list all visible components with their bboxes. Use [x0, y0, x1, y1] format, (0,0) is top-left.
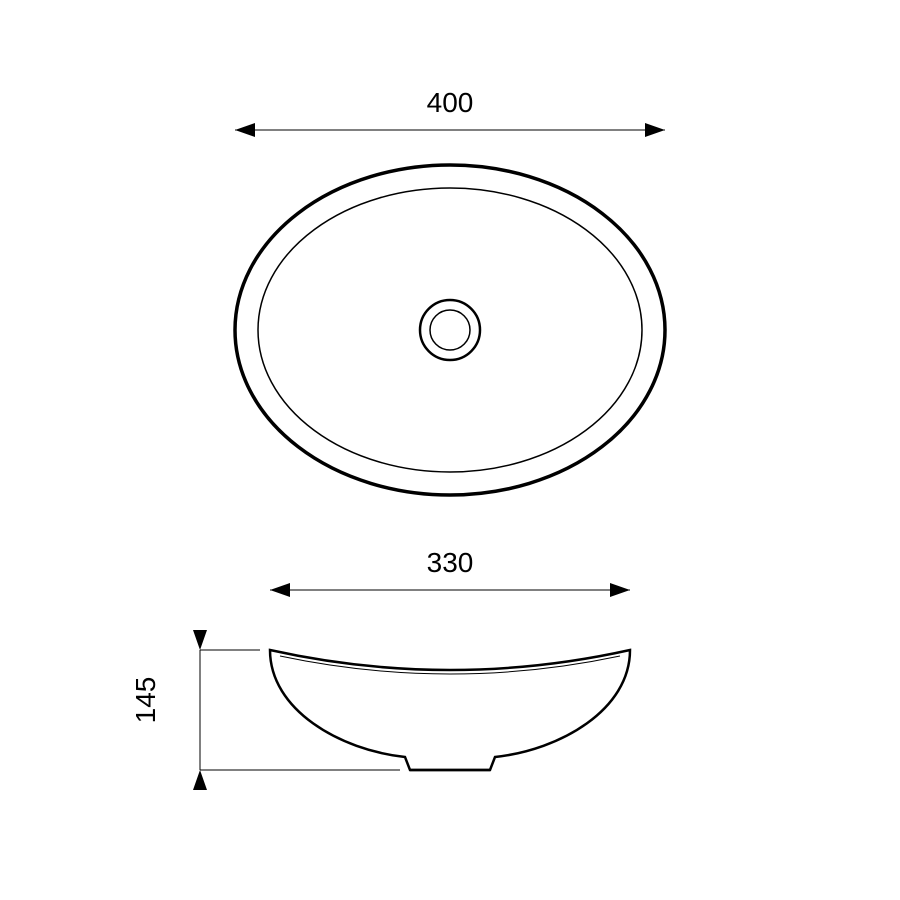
dimension-label-330: 330 — [427, 547, 474, 578]
top-view — [235, 165, 665, 495]
top-view-inner-rim — [258, 188, 642, 472]
arrow-down-icon — [193, 770, 207, 790]
side-view-outer-profile — [270, 650, 630, 770]
side-view — [270, 650, 630, 770]
technical-drawing: 400 330 145 — [0, 0, 900, 900]
arrow-right-icon — [645, 123, 665, 137]
top-view-drain-outer — [420, 300, 480, 360]
top-view-drain-inner — [430, 310, 470, 350]
dimension-label-145: 145 — [130, 677, 161, 724]
arrow-left-icon — [270, 583, 290, 597]
dimension-width-400: 400 — [235, 87, 665, 137]
dimension-height-145: 145 — [130, 630, 400, 790]
side-view-inner-rim — [280, 656, 620, 674]
arrow-up-icon — [193, 630, 207, 650]
dimension-width-330: 330 — [270, 547, 630, 597]
top-view-outer-rim — [235, 165, 665, 495]
arrow-right-icon — [610, 583, 630, 597]
arrow-left-icon — [235, 123, 255, 137]
dimension-label-400: 400 — [427, 87, 474, 118]
